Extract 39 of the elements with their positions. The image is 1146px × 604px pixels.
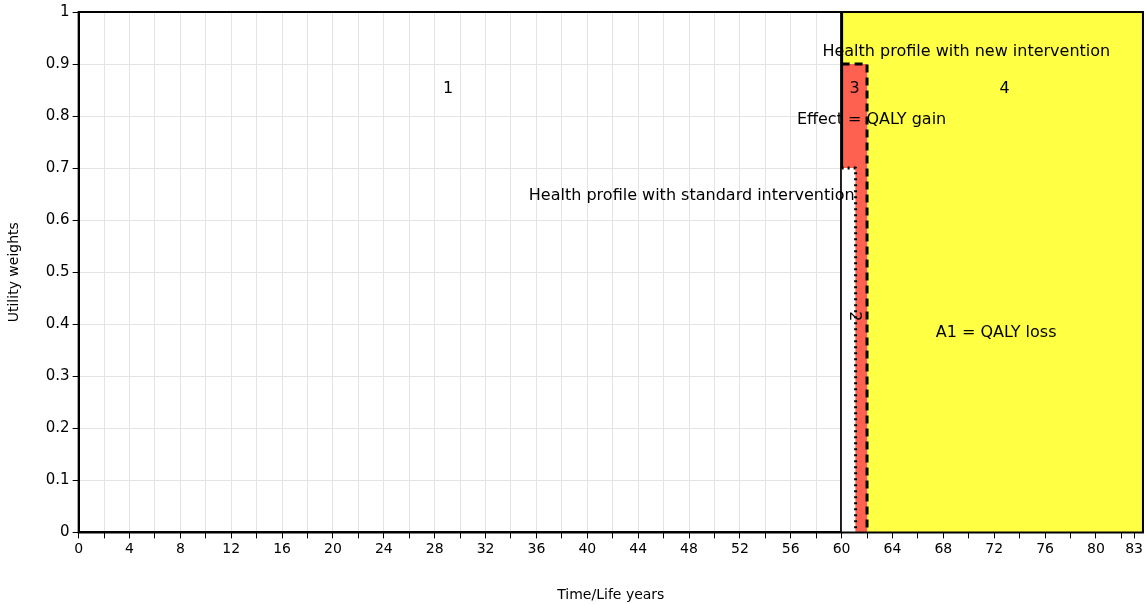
x-tick-label: 72 bbox=[985, 540, 1004, 557]
annotation: 4 bbox=[999, 78, 1010, 98]
y-tick-label: 0 bbox=[60, 522, 70, 541]
x-tick-label: 36 bbox=[527, 540, 546, 557]
x-tick-label: 16 bbox=[273, 540, 292, 557]
x-tick-label: 56 bbox=[781, 540, 800, 557]
annotation: 1 bbox=[442, 78, 454, 98]
x-tick-label: 44 bbox=[629, 540, 648, 557]
x-tick-label: 83 bbox=[1125, 540, 1143, 557]
y-tick-label: 0.2 bbox=[45, 418, 70, 437]
y-tick-label: 0.4 bbox=[45, 314, 70, 333]
x-tick-label: 8 bbox=[175, 540, 185, 557]
y-axis-title: Utility weights bbox=[5, 222, 22, 323]
x-tick-label: 12 bbox=[222, 540, 241, 557]
y-tick-label: 0.1 bbox=[45, 470, 70, 489]
annotation: A1 = QALY loss bbox=[935, 322, 1057, 342]
y-tick-label: 0.6 bbox=[45, 210, 70, 229]
x-tick-label: 52 bbox=[730, 540, 749, 557]
x-tick-label: 0 bbox=[74, 540, 84, 557]
x-tick-label: 76 bbox=[1036, 540, 1055, 557]
y-tick-label: 0.3 bbox=[45, 366, 70, 385]
x-tick-label: 32 bbox=[476, 540, 495, 557]
x-axis-title: Time/Life years bbox=[556, 586, 665, 603]
y-tick-label: 0.9 bbox=[45, 53, 70, 72]
x-tick-label: 24 bbox=[374, 540, 393, 557]
x-tick-label: 80 bbox=[1087, 540, 1105, 557]
x-tick-label: 48 bbox=[680, 540, 698, 557]
x-tick-label: 64 bbox=[883, 540, 902, 557]
x-tick-label: 20 bbox=[324, 540, 342, 557]
y-tick-label: 0.8 bbox=[45, 105, 70, 124]
annotation: 3 bbox=[849, 78, 860, 98]
y-tick-label: 1 bbox=[60, 1, 70, 20]
y-tick-label: 0.5 bbox=[45, 262, 70, 281]
x-tick-label: 28 bbox=[425, 540, 444, 557]
x-tick-label: 40 bbox=[578, 540, 597, 557]
y-tick-label: 0.7 bbox=[45, 158, 70, 177]
x-tick-label: 68 bbox=[934, 540, 953, 557]
x-tick-label: 4 bbox=[125, 540, 135, 557]
x-tick-label: 60 bbox=[832, 540, 851, 557]
